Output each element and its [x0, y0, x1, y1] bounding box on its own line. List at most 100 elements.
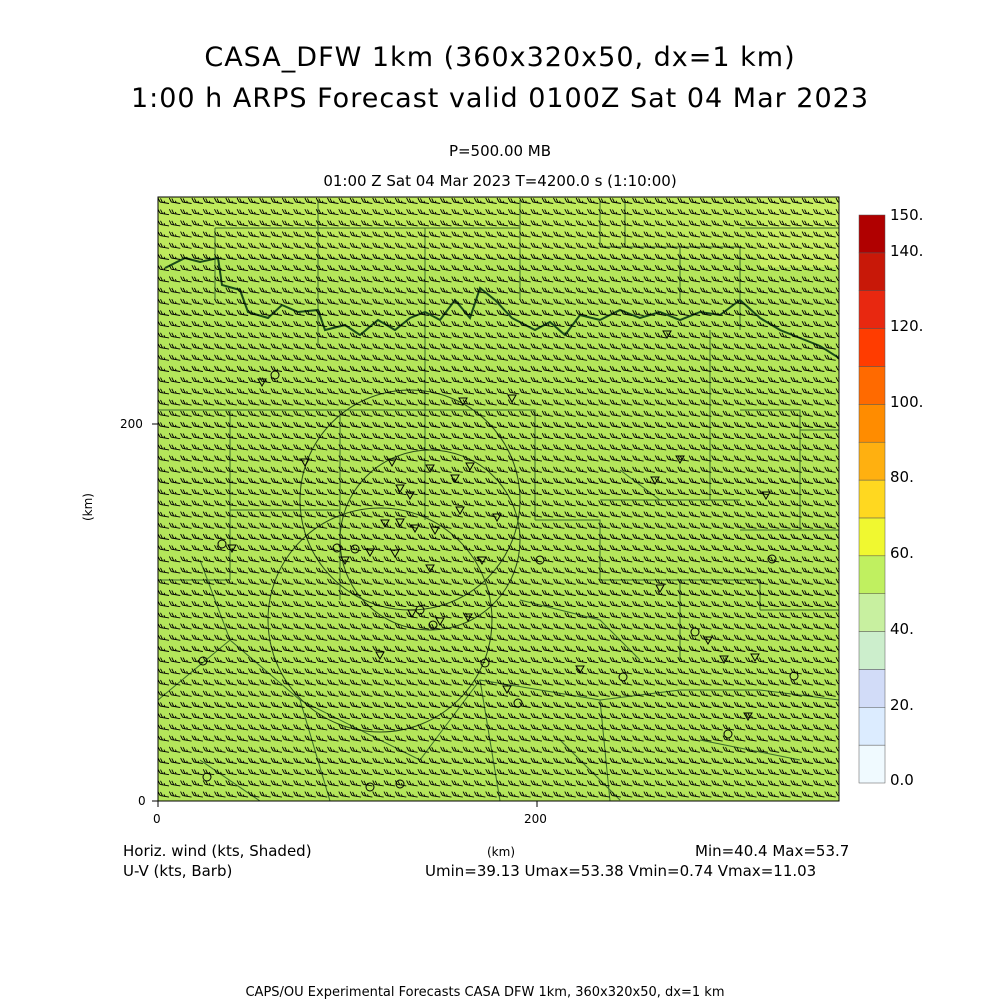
wind-barb [643, 466, 655, 473]
wind-barb [745, 220, 757, 227]
wind-barb [214, 533, 226, 540]
wind-barb [383, 455, 396, 462]
wind-barb [462, 432, 475, 440]
wind-barb [688, 690, 701, 697]
wind-barb [417, 735, 429, 742]
wind-barb [281, 533, 294, 540]
wind-barb [598, 231, 610, 238]
wind-barb [270, 556, 283, 563]
wind-barb [406, 533, 418, 540]
wind-barb [304, 668, 316, 675]
wind-barb [247, 410, 260, 417]
wind-barb [360, 365, 373, 372]
wind-barb [586, 197, 599, 204]
wind-barb [191, 444, 203, 451]
wind-barb [473, 343, 486, 350]
wind-barb [214, 220, 226, 227]
wind-barb [202, 276, 215, 283]
wind-barb [281, 421, 294, 428]
wind-barb [225, 612, 237, 619]
wind-barb [202, 410, 215, 417]
wind-barb [745, 634, 757, 641]
wind-barb [214, 455, 226, 462]
wind-barb [779, 578, 791, 585]
wind-barb [168, 399, 181, 406]
wind-barb [281, 746, 294, 753]
wind-barb [620, 701, 633, 708]
wind-barb [666, 612, 678, 619]
wind-barb [699, 645, 712, 652]
wind-barb [745, 735, 757, 742]
wind-barb [688, 645, 701, 652]
wind-barb [666, 264, 678, 272]
wind-barb [812, 780, 825, 787]
wind-barb [519, 690, 531, 697]
wind-barb [485, 242, 497, 249]
wind-barb [485, 600, 497, 608]
wind-barb [394, 231, 407, 238]
wind-barb [733, 612, 746, 619]
wind-barb [281, 634, 294, 641]
wind-barb [598, 264, 610, 272]
wind-barb [812, 768, 825, 776]
wind-barb [643, 332, 655, 339]
wind-barb [609, 533, 622, 540]
wind-barb [541, 791, 554, 798]
wind-barb [530, 679, 542, 686]
wind-barb [349, 589, 362, 596]
wind-barb [575, 735, 588, 742]
wind-barb [158, 287, 170, 294]
wind-barb [158, 220, 170, 227]
wind-barb [214, 735, 226, 742]
station-triangle [405, 491, 415, 501]
wind-barb [259, 768, 271, 776]
wind-barb [507, 623, 520, 630]
wind-barb [824, 600, 836, 608]
wind-barb [553, 421, 565, 428]
wind-barb [462, 735, 475, 742]
wind-barb [711, 376, 723, 384]
wind-barb [349, 645, 362, 652]
wind-barb [733, 276, 746, 283]
wind-barb [790, 365, 802, 372]
wind-barb [835, 466, 839, 472]
wind-barb [790, 679, 802, 686]
wind-barb [158, 455, 170, 462]
wind-barb [406, 264, 418, 272]
wind-barb [767, 567, 780, 574]
wind-barb [406, 645, 418, 652]
wind-barb [756, 522, 768, 529]
wind-barb [643, 612, 655, 619]
wind-barb [564, 746, 576, 753]
wind-barb [338, 533, 350, 540]
wind-barb [417, 410, 429, 417]
wind-barb [722, 332, 735, 339]
wind-barb [372, 712, 384, 720]
wind-barb [281, 197, 294, 204]
wind-barb [756, 500, 768, 507]
wind-barb [835, 589, 839, 595]
wind-barb [383, 276, 396, 283]
wind-barb [722, 500, 735, 507]
wind-barb [281, 511, 294, 518]
wind-barb [835, 253, 839, 259]
wind-barb [428, 522, 441, 529]
wind-barb [180, 757, 192, 764]
wind-barb [158, 656, 170, 664]
wind-barb [394, 522, 407, 529]
wind-barb [451, 757, 463, 764]
wind-barb [507, 533, 520, 540]
wind-barb [338, 690, 350, 697]
colorbar-swatch [858, 441, 886, 481]
wind-barb [824, 589, 836, 596]
wind-barb [767, 690, 780, 697]
wind-barb [440, 645, 452, 652]
wind-barb [722, 668, 735, 675]
wind-barb [824, 253, 836, 260]
wind-barb [688, 511, 701, 518]
wind-barb [620, 298, 633, 305]
wind-barb [485, 399, 497, 406]
wind-barb [824, 735, 836, 742]
wind-barb [722, 231, 735, 238]
wind-barb [722, 556, 735, 563]
